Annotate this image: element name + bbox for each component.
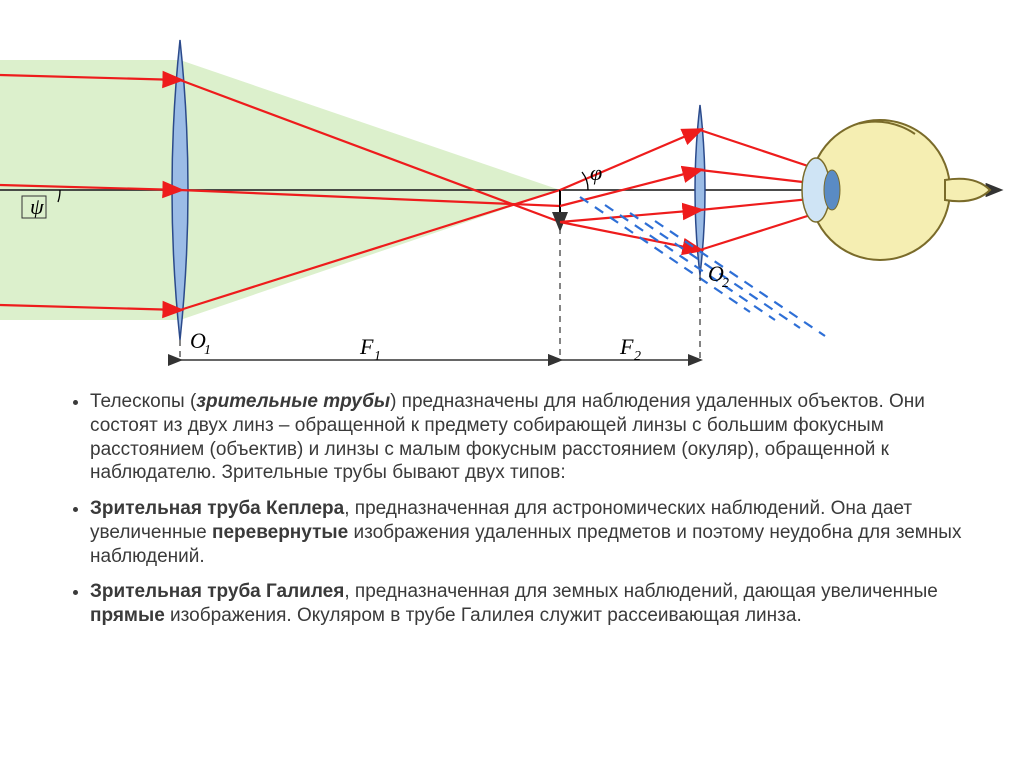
- description-text: Телескопы (зрительные трубы) предназначе…: [0, 380, 1024, 660]
- bullet-list: Телескопы (зрительные трубы) предназначе…: [70, 390, 974, 628]
- svg-text:1: 1: [374, 349, 381, 364]
- bullet-item: Телескопы (зрительные трубы) предназначе…: [90, 390, 974, 485]
- bullet-item: Зрительная труба Галилея, предназначенна…: [90, 580, 974, 628]
- svg-text:φ: φ: [590, 160, 602, 185]
- svg-text:2: 2: [634, 349, 641, 364]
- bullet-item: Зрительная труба Кеплера, предназначенна…: [90, 497, 974, 568]
- svg-text:ψ: ψ: [30, 194, 44, 219]
- svg-text:2: 2: [722, 276, 729, 291]
- diagram-svg: ψφO1O2F1F2: [0, 0, 1024, 380]
- svg-text:1: 1: [204, 343, 211, 358]
- svg-text:F: F: [619, 334, 634, 359]
- optics-diagram: ψφO1O2F1F2: [0, 0, 1024, 380]
- svg-text:F: F: [359, 334, 374, 359]
